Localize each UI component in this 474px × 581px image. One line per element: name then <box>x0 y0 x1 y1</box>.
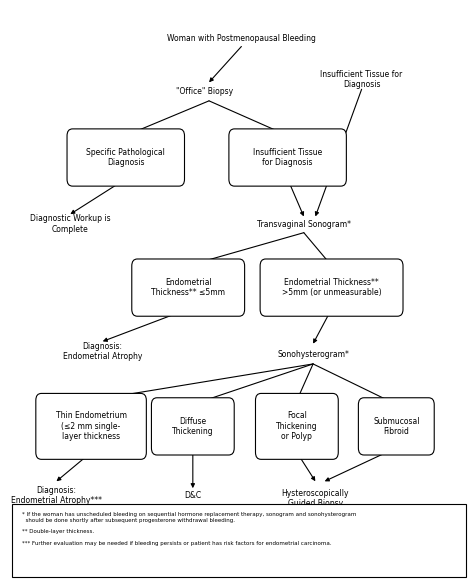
Text: "Office" Biopsy: "Office" Biopsy <box>176 87 233 95</box>
Text: Endometrial Thickness**
>5mm (or unmeasurable): Endometrial Thickness** >5mm (or unmeasu… <box>282 278 382 297</box>
Text: Transvaginal Sonogram*: Transvaginal Sonogram* <box>257 220 351 228</box>
Text: Submucosal
Fibroid: Submucosal Fibroid <box>373 417 419 436</box>
FancyBboxPatch shape <box>12 504 465 577</box>
Text: Insufficient Tissue
for Diagnosis: Insufficient Tissue for Diagnosis <box>253 148 322 167</box>
Text: Hysteroscopically
Guided Biopsy: Hysteroscopically Guided Biopsy <box>282 489 349 508</box>
FancyBboxPatch shape <box>151 398 234 455</box>
FancyBboxPatch shape <box>358 398 434 455</box>
Text: * If the woman has unscheduled bleeding on sequential hormone replacement therap: * If the woman has unscheduled bleeding … <box>22 512 356 546</box>
Text: Diagnostic Workup is
Complete: Diagnostic Workup is Complete <box>30 214 110 234</box>
Text: Diagnosis:
Endometrial Atrophy: Diagnosis: Endometrial Atrophy <box>63 342 142 361</box>
FancyBboxPatch shape <box>36 393 146 460</box>
Text: Sonohysterogram*: Sonohysterogram* <box>277 350 349 358</box>
FancyBboxPatch shape <box>132 259 245 316</box>
Text: Endometrial
Thickness** ≤5mm: Endometrial Thickness** ≤5mm <box>151 278 225 297</box>
FancyBboxPatch shape <box>255 393 338 460</box>
FancyBboxPatch shape <box>229 129 346 186</box>
Text: Insufficient Tissue for
Diagnosis: Insufficient Tissue for Diagnosis <box>320 70 403 89</box>
Text: Woman with Postmenopausal Bleeding: Woman with Postmenopausal Bleeding <box>167 34 316 44</box>
Text: Specific Pathological
Diagnosis: Specific Pathological Diagnosis <box>86 148 165 167</box>
Text: Focal
Thickening
or Polyp: Focal Thickening or Polyp <box>276 411 318 442</box>
Text: Diagnosis:
Endometrial Atrophy***: Diagnosis: Endometrial Atrophy*** <box>11 486 102 505</box>
FancyBboxPatch shape <box>260 259 403 316</box>
Text: Thin Endometrium
(≤2 mm single-
layer thickness: Thin Endometrium (≤2 mm single- layer th… <box>55 411 127 442</box>
FancyBboxPatch shape <box>67 129 184 186</box>
Text: Diffuse
Thickening: Diffuse Thickening <box>172 417 214 436</box>
Text: D&C: D&C <box>184 492 201 500</box>
